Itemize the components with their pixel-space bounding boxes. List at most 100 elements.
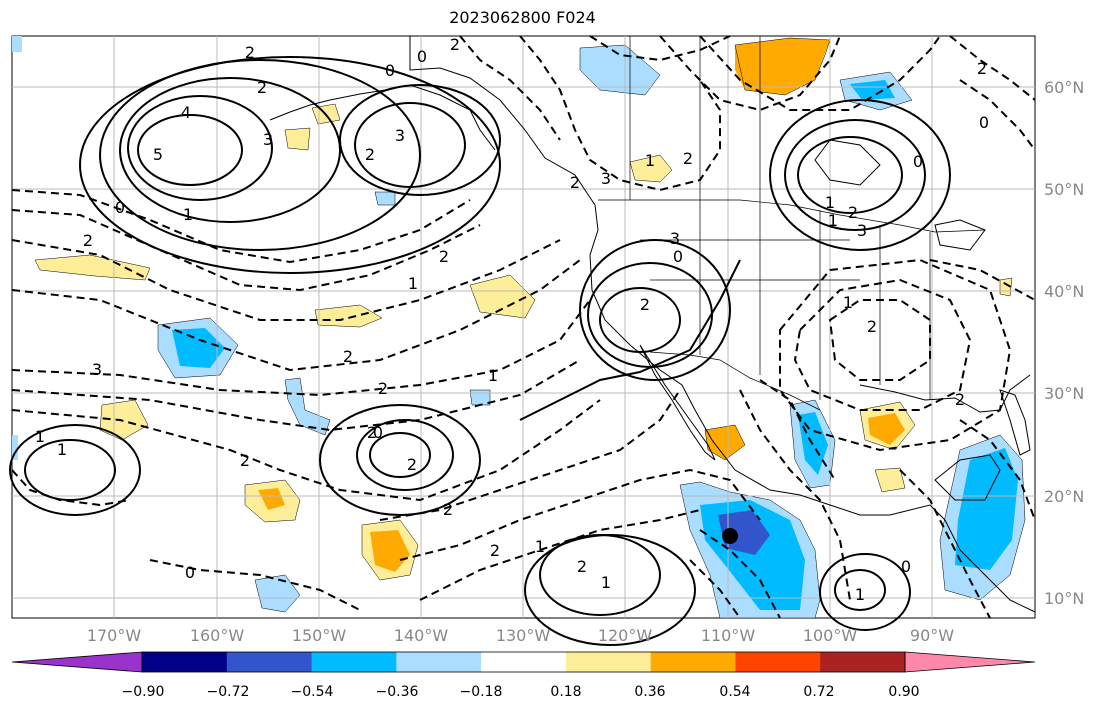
great-lakes [934,219,986,251]
contour-label: 3 [857,221,867,240]
contour-label: 2 [407,455,417,474]
shade-positive [629,154,673,183]
contour-line [369,432,431,478]
contour-line [959,79,1036,151]
colorbar-label: 0.72 [803,684,835,700]
shade-negative [469,389,491,406]
colorbar-segment [481,652,567,672]
contour-line [339,84,501,196]
lon-label: 100°W [802,626,858,645]
contours-negative [11,35,1036,619]
contour-line [99,59,421,251]
us-canada-border [598,199,986,233]
contour-line [11,299,591,397]
shade-positive [99,399,149,441]
contour-line [11,469,131,507]
contour-line [797,136,903,214]
contour-line [119,77,341,223]
contour-line [11,189,471,264]
us-mexico-border [649,351,821,411]
shade-negative [374,191,396,206]
contour-line [899,469,991,619]
contour-line [579,239,731,381]
colorbar-segment [142,652,228,672]
political-borders [598,36,986,411]
contour-line [79,56,501,274]
yucatan [934,454,1001,501]
colorbar-segment [11,651,143,673]
shade-negative [172,328,225,368]
contour-line [819,553,911,631]
contour-line [959,419,1036,521]
contour-line [659,35,841,112]
contour-line [11,209,481,292]
contour-line [11,259,581,372]
colorbar-segment [311,652,397,672]
shade-positive [734,37,831,96]
shade-positive [874,467,906,493]
shade-negative [12,36,22,52]
contour-label: 3 [263,130,273,149]
colorbar-segment [226,652,313,672]
state-lines [640,200,931,400]
contour-label: 2 [570,173,580,192]
contour-line [399,468,761,561]
colorbar-segment [735,652,821,672]
contour-line [11,239,561,321]
contour-line [793,278,972,411]
contour-line [699,35,941,111]
colorbar-label: −0.54 [290,684,334,700]
colorbar-segment [565,652,652,672]
contour-label: 0 [901,557,911,576]
contour-label: 2 [83,231,93,250]
contours-positive [9,56,951,646]
lat-label: 40°N [1044,282,1085,301]
contour-label: 0 [417,47,427,66]
contour-label: 0 [979,113,989,132]
contour-label: 2 [257,78,267,97]
contour-line [419,509,701,601]
contour-label: 2 [343,347,353,366]
contour-line [779,258,1012,452]
map-title: 2023062800 F024 [449,8,596,27]
contour-line [784,119,926,231]
shade-negative [254,574,301,613]
contour-line [24,439,116,501]
colorbar-label: −0.90 [121,684,165,700]
shade-positive [735,38,830,95]
shade-positive [469,274,536,319]
contour-label: 2 [240,451,250,470]
contour-line [834,569,886,611]
colorbar-segment [650,652,736,672]
contour-label: 2 [450,35,460,54]
contour-line [137,114,243,186]
lat-label: 20°N [1044,487,1085,506]
contour-label: 1 [535,537,545,556]
contour-label: 2 [367,423,377,442]
contour-line [828,299,931,381]
lon-label: 160°W [189,626,245,645]
contour-line [11,359,581,432]
contour-label: 1 [57,440,67,459]
contour-label: 1 [843,293,853,312]
contour-label: 2 [378,379,388,398]
contour-label: 5 [153,145,163,164]
contour-line [949,35,1036,101]
colorbar-label: −0.36 [375,684,419,700]
contour-label: 1 [183,205,193,224]
lon-label: 90°W [909,626,955,645]
contour-label: 1 [828,211,838,230]
storm-center-marker [722,528,738,544]
shade-positive [284,127,311,151]
colorbar-segment [904,651,1036,673]
contour-line [356,419,454,491]
colorbar [11,651,1036,673]
contour-label: 2 [245,43,255,62]
contour-label: 0 [385,61,395,80]
shade-positive [314,304,383,328]
contour-line [9,424,141,516]
contour-line [319,404,481,516]
lat-label: 10°N [1044,589,1085,608]
